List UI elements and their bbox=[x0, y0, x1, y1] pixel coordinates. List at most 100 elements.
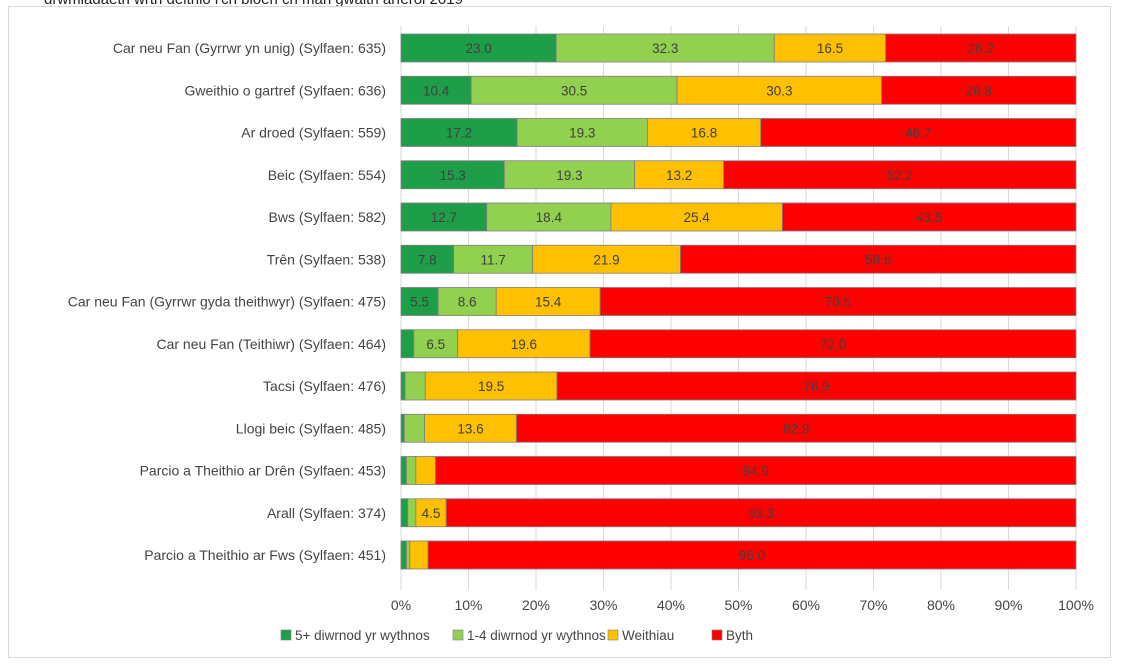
data-label: 93.3 bbox=[748, 506, 774, 521]
category-label: Parcio a Theithio ar Fws (Sylfaen: 451) bbox=[144, 547, 386, 563]
bar-segment bbox=[555, 33, 775, 63]
data-label: 19.6 bbox=[511, 337, 537, 352]
bar-segment bbox=[400, 371, 406, 401]
bar-segment bbox=[427, 540, 1077, 570]
bar-segment bbox=[676, 75, 883, 105]
legend: 5+ diwrnod yr wythnos 1-4 diwrnod yr wyth… bbox=[280, 628, 753, 643]
bar-segment bbox=[556, 371, 1077, 401]
bar-segment bbox=[634, 160, 725, 190]
bar-segment bbox=[400, 498, 409, 528]
data-label: 72.0 bbox=[820, 337, 846, 352]
bar-segment bbox=[773, 33, 887, 63]
bar-segment bbox=[457, 329, 591, 359]
legend-label: Byth bbox=[726, 628, 753, 643]
data-label: 52.2 bbox=[887, 168, 913, 183]
bar-segment bbox=[415, 456, 436, 485]
data-label: 7.8 bbox=[418, 252, 437, 267]
bar-segment bbox=[437, 287, 497, 316]
bar-segment bbox=[486, 202, 612, 232]
bar-segment bbox=[599, 287, 1077, 316]
bar-segment bbox=[409, 540, 429, 570]
bar-segment bbox=[404, 371, 426, 401]
bar-segment bbox=[532, 244, 681, 274]
bar-segment bbox=[424, 371, 558, 401]
bar-segment bbox=[405, 456, 417, 485]
bar-segment bbox=[723, 160, 1077, 190]
data-label: 10.4 bbox=[423, 83, 450, 98]
bar-segment bbox=[881, 75, 1077, 105]
bar-segment bbox=[503, 160, 635, 190]
data-label: 15.3 bbox=[439, 168, 465, 183]
data-label: 28.2 bbox=[968, 41, 994, 56]
bar-segment bbox=[680, 244, 1077, 274]
data-label: 43.5 bbox=[916, 210, 942, 225]
bar-segment bbox=[403, 413, 426, 443]
bars: 23.0 32.3 16.5 28.2 10.4 30.5 30.3 28.8 17.2 19.3… bbox=[400, 33, 1077, 570]
data-label: 32.3 bbox=[652, 41, 678, 56]
category-label: Parcio a Theithio ar Drên (Sylfaen: 453) bbox=[140, 463, 386, 479]
bar-segment bbox=[407, 498, 417, 528]
x-tick-label: 90% bbox=[994, 597, 1022, 613]
data-label: 96.0 bbox=[739, 548, 765, 563]
data-label: 16.5 bbox=[817, 41, 843, 56]
data-label: 58.6 bbox=[865, 252, 891, 267]
category-label: Arall (Sylfaen: 374) bbox=[267, 505, 386, 521]
category-label: Gweithio o gartref (Sylfaen: 636) bbox=[184, 82, 386, 98]
bar-segment bbox=[400, 244, 455, 274]
legend-label: Weithiau bbox=[622, 628, 674, 643]
data-label: 30.3 bbox=[766, 83, 792, 98]
legend-swatch bbox=[280, 629, 292, 641]
data-label: 19.3 bbox=[569, 126, 595, 141]
x-tick-label: 60% bbox=[792, 597, 820, 613]
bar-segment bbox=[424, 413, 517, 443]
bar-segment bbox=[400, 287, 439, 316]
x-tick-label: 40% bbox=[657, 597, 685, 613]
chart-frame bbox=[8, 6, 1111, 658]
data-label: 19.3 bbox=[556, 168, 582, 183]
x-tick-label: 20% bbox=[522, 597, 550, 613]
bar-segment bbox=[400, 160, 505, 190]
data-label: 70.5 bbox=[825, 295, 851, 310]
bar-segment bbox=[415, 498, 447, 528]
legend-swatch bbox=[607, 629, 619, 641]
data-label: 16.8 bbox=[691, 126, 717, 141]
x-tick-label: 10% bbox=[454, 597, 482, 613]
data-label: 5.5 bbox=[410, 295, 429, 310]
category-label: Ar droed (Sylfaen: 559) bbox=[241, 125, 386, 141]
bar-segment bbox=[516, 413, 1077, 443]
data-label: 25.4 bbox=[684, 210, 711, 225]
x-tick-label: 50% bbox=[724, 597, 752, 613]
bar-segment bbox=[405, 540, 411, 570]
bar-segment bbox=[445, 498, 1077, 528]
data-label: 18.4 bbox=[536, 210, 563, 225]
x-tick-label: 30% bbox=[589, 597, 617, 613]
chart-header-text: drwmiadaeth wrth deithio i'ch bloeri ch … bbox=[44, 0, 463, 8]
data-label: 23.0 bbox=[465, 41, 491, 56]
bar-segment bbox=[400, 540, 407, 570]
bar-segment bbox=[646, 118, 762, 147]
bar-segment bbox=[495, 287, 601, 316]
x-tick-label: 0% bbox=[391, 597, 411, 613]
data-label: 76.9 bbox=[803, 379, 829, 394]
data-label: 19.5 bbox=[478, 379, 504, 394]
category-label: Trên (Sylfaen: 538) bbox=[267, 251, 386, 267]
category-label: Tacsi (Sylfaen: 476) bbox=[263, 378, 386, 394]
bar-segment bbox=[470, 75, 678, 105]
x-tick-label: 80% bbox=[927, 597, 955, 613]
bar-segment bbox=[400, 75, 472, 105]
bar-segment bbox=[781, 202, 1077, 232]
data-label: 15.4 bbox=[535, 295, 562, 310]
legend-label: 5+ diwrnod yr wythnos bbox=[295, 628, 430, 643]
x-tick-label: 70% bbox=[859, 597, 887, 613]
data-label: 4.5 bbox=[422, 506, 441, 521]
category-label: Llogi beic (Sylfaen: 485) bbox=[236, 420, 386, 436]
x-tick-labels: 0% 10% 20% 30% 40% 50% 60% 70% 80% 90% 100% bbox=[391, 597, 1094, 613]
bar-segment bbox=[400, 413, 405, 443]
legend-swatch bbox=[711, 629, 723, 641]
data-label: 46.7 bbox=[905, 126, 931, 141]
category-labels: Car neu Fan (Gyrrwr yn unig) (Sylfaen: 6… bbox=[68, 40, 386, 563]
data-label: 12.7 bbox=[431, 210, 457, 225]
category-label: Car neu Fan (Teithiwr) (Sylfaen: 464) bbox=[156, 336, 386, 352]
legend-label: 1-4 diwrnod yr wythnos bbox=[467, 628, 606, 643]
category-label: Car neu Fan (Gyrrwr gyda theithwyr) (Syl… bbox=[68, 294, 386, 310]
